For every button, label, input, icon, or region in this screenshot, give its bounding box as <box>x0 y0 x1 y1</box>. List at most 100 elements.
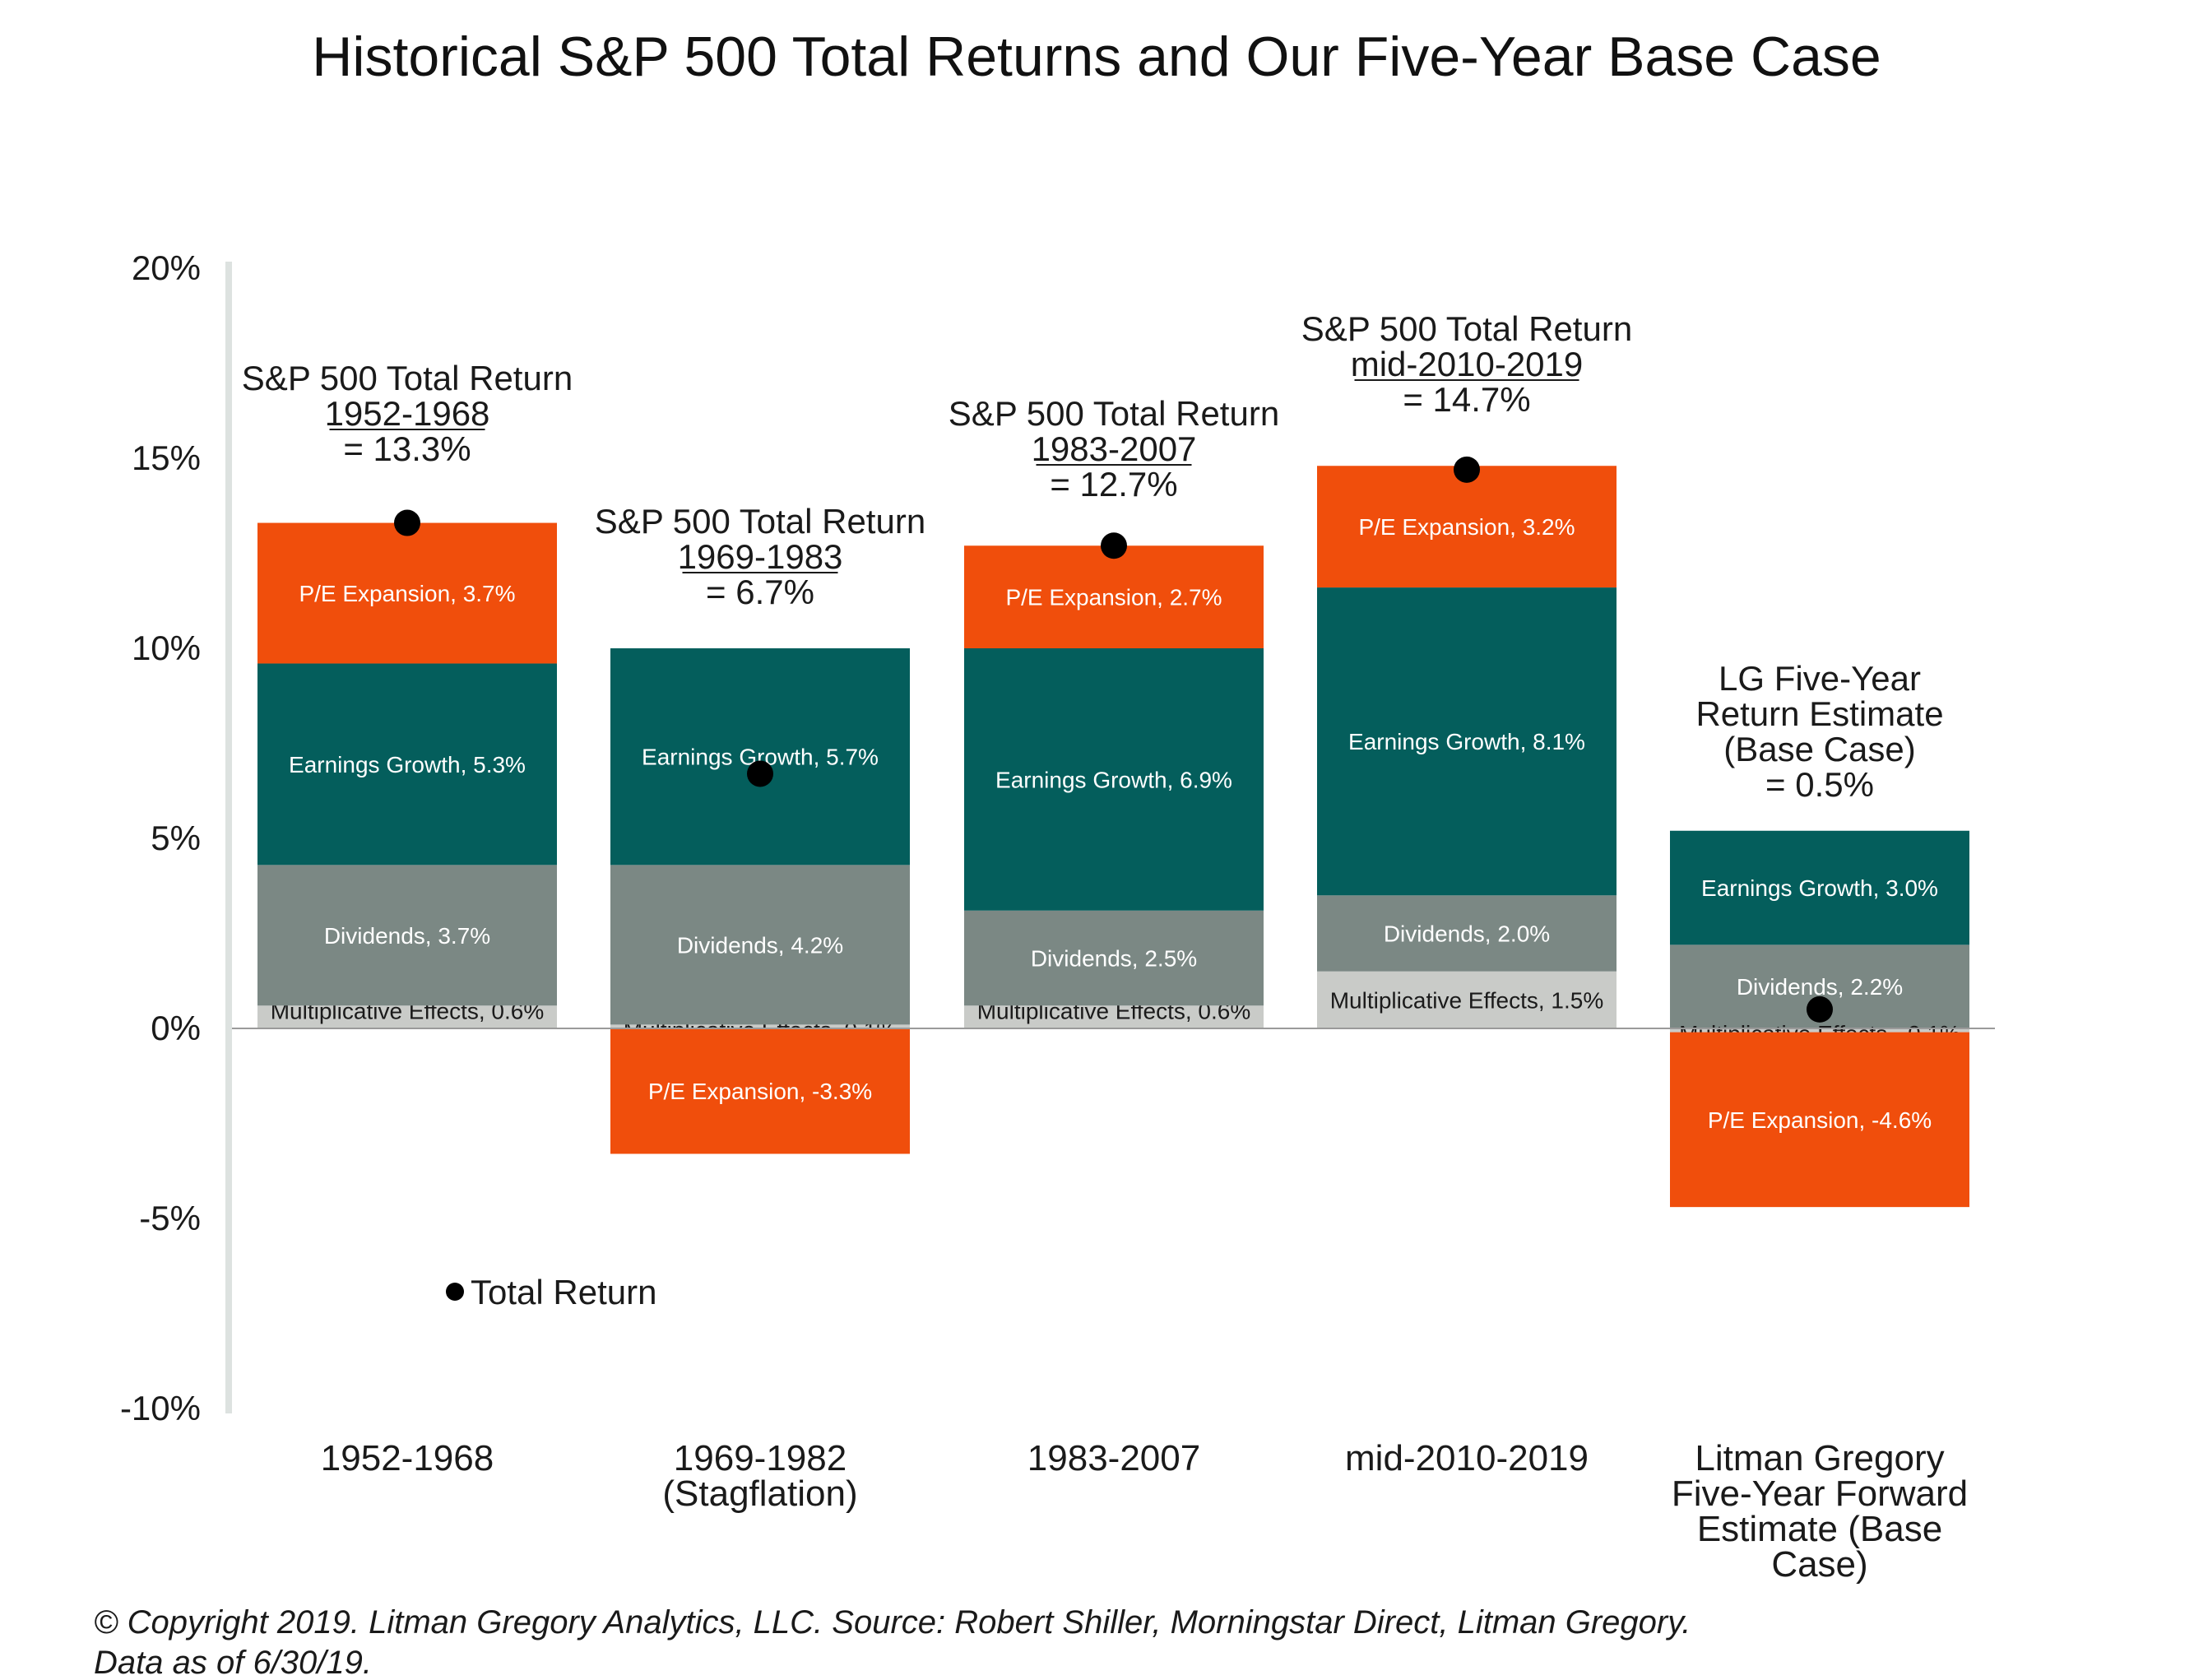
annotation-line: Return Estimate <box>1695 694 1943 733</box>
category-label-line: 1969-1982 <box>674 1438 847 1478</box>
annotation-line: S&P 500 Total Return <box>949 394 1279 433</box>
segment-label-earnings-growth: Earnings Growth, 3.0% <box>1701 875 1938 901</box>
annotation-line: LG Five-Year <box>1719 659 1921 698</box>
total-return-marker <box>1454 456 1480 483</box>
y-tick-label: 10% <box>132 629 201 667</box>
bars: Multiplicative Effects, 0.6%Dividends, 3… <box>257 466 1969 1208</box>
legend-dot-marker <box>446 1283 464 1301</box>
bar-1: Multiplicative Effects, 0.6%Dividends, 3… <box>257 522 557 1028</box>
category-label-line: 1983-2007 <box>1027 1438 1200 1478</box>
y-tick-label: -5% <box>139 1199 201 1237</box>
annotation-line: = 0.5% <box>1765 765 1874 804</box>
segment-multiplicative-effects <box>964 1005 1264 1028</box>
category-label-3: 1983-2007 <box>1027 1438 1200 1478</box>
annotation-line: = 13.3% <box>343 429 471 468</box>
segment-multiplicative-effects <box>1670 1028 1969 1033</box>
category-label-line: Five-Year Forward <box>1672 1473 1968 1514</box>
category-label-line: Estimate (Base <box>1697 1509 1942 1549</box>
segment-label-p-e-expansion: P/E Expansion, 3.7% <box>299 581 515 606</box>
total-return-markers <box>394 456 1833 1023</box>
total-return-marker <box>747 760 773 787</box>
total-return-marker <box>1807 995 1833 1023</box>
segment-earnings-growth <box>1670 830 1969 945</box>
segment-multiplicative-effects <box>1317 971 1617 1028</box>
legend-label: Total Return <box>471 1273 656 1311</box>
data-date-line: Data as of 6/30/19. <box>94 1645 372 1680</box>
y-tick-label: -10% <box>120 1389 201 1427</box>
annotation-line: S&P 500 Total Return <box>1301 309 1632 348</box>
y-tick-label: 15% <box>132 439 201 477</box>
segment-label-p-e-expansion: P/E Expansion, 3.2% <box>1358 514 1575 540</box>
segment-label-p-e-expansion: P/E Expansion, -3.3% <box>648 1079 872 1104</box>
segment-label-dividends: Dividends, 2.0% <box>1384 921 1550 947</box>
segment-p-e-expansion <box>964 545 1264 648</box>
segment-label-p-e-expansion: P/E Expansion, 2.7% <box>1005 585 1222 610</box>
segment-p-e-expansion <box>257 522 557 664</box>
category-label-2: 1969-1982(Stagflation) <box>662 1438 857 1514</box>
y-axis-line <box>225 262 232 1413</box>
segment-label-earnings-growth: Earnings Growth, 5.3% <box>289 752 526 777</box>
total-return-marker <box>1101 532 1127 559</box>
chart-title: Historical S&P 500 Total Returns and Our… <box>312 26 1881 88</box>
bar-2: Multiplicative Effects, 0.1%Dividends, 4… <box>610 648 910 1154</box>
annotation-line: S&P 500 Total Return <box>595 502 925 541</box>
segment-label-dividends: Dividends, 2.5% <box>1031 946 1197 972</box>
y-tick-labels: 20% 15% 10% 5% 0% -5% -10% <box>120 248 201 1427</box>
category-label-4: mid-2010-2019 <box>1345 1438 1589 1478</box>
category-label-1: 1952-1968 <box>321 1438 494 1478</box>
annotation-line: S&P 500 Total Return <box>242 359 573 397</box>
segment-p-e-expansion <box>1317 466 1617 588</box>
bar-5: Dividends, 2.2%Earnings Growth, 3.0%Mult… <box>1670 830 1969 1208</box>
footer: © Copyright 2019. Litman Gregory Analyti… <box>94 1604 1691 1680</box>
segment-label-dividends: Dividends, 3.7% <box>324 923 490 949</box>
total-return-marker <box>394 509 420 536</box>
category-label-line: 1952-1968 <box>321 1438 494 1478</box>
segment-earnings-growth <box>1317 587 1617 896</box>
annotation-line: (Base Case) <box>1723 730 1915 768</box>
annotation-line: = 12.7% <box>1050 465 1177 504</box>
segment-label-dividends: Dividends, 4.2% <box>677 932 843 958</box>
y-tick-label: 20% <box>132 248 201 287</box>
segment-earnings-growth <box>610 648 910 866</box>
annotation-line: = 14.7% <box>1403 380 1530 419</box>
segment-label-earnings-growth: Earnings Growth, 8.1% <box>1348 729 1585 754</box>
segment-multiplicative-effects <box>257 1005 557 1028</box>
annotation-line: = 6.7% <box>706 573 814 611</box>
annotation-line: 1983-2007 <box>1032 429 1197 468</box>
segment-dividends <box>257 865 557 1006</box>
annotation-line: 1952-1968 <box>325 394 490 433</box>
segment-dividends <box>1317 895 1617 972</box>
segment-earnings-growth <box>964 648 1264 911</box>
segment-label-dividends: Dividends, 2.2% <box>1737 974 1903 1000</box>
copyright-line: © Copyright 2019. Litman Gregory Analyti… <box>94 1604 1691 1641</box>
segment-label-earnings-growth: Earnings Growth, 6.9% <box>995 767 1232 792</box>
segment-dividends <box>610 865 910 1025</box>
category-label-line: Litman Gregory <box>1695 1438 1944 1478</box>
segment-dividends <box>964 910 1264 1006</box>
segment-p-e-expansion <box>610 1028 910 1154</box>
y-axis: 20% 15% 10% 5% 0% -5% -10% <box>120 248 232 1427</box>
bar-4: Multiplicative Effects, 1.5% Dividends, 2… <box>1317 466 1617 1028</box>
annotation-line: 1969-1983 <box>678 537 843 576</box>
bar-3: Multiplicative Effects, 0.6%Dividends, 2… <box>964 545 1264 1028</box>
category-label-line: (Stagflation) <box>662 1473 857 1514</box>
legend: Total Return <box>446 1273 656 1311</box>
annotation-line: mid-2010-2019 <box>1351 345 1584 383</box>
y-tick-label: 5% <box>151 819 201 857</box>
y-tick-label: 0% <box>151 1009 201 1047</box>
segment-label-multiplicative-effects: Multiplicative Effects, 1.5% <box>1330 987 1604 1013</box>
segment-multiplicative-effects <box>610 1024 910 1028</box>
x-category-labels: 1952-1968 1969-1982(Stagflation) 1983-2007… <box>321 1438 1968 1585</box>
segment-earnings-growth <box>257 663 557 866</box>
category-label-line: Case) <box>1771 1544 1867 1585</box>
segment-p-e-expansion <box>1670 1032 1969 1208</box>
segment-label-p-e-expansion: P/E Expansion, -4.6% <box>1708 1107 1932 1133</box>
